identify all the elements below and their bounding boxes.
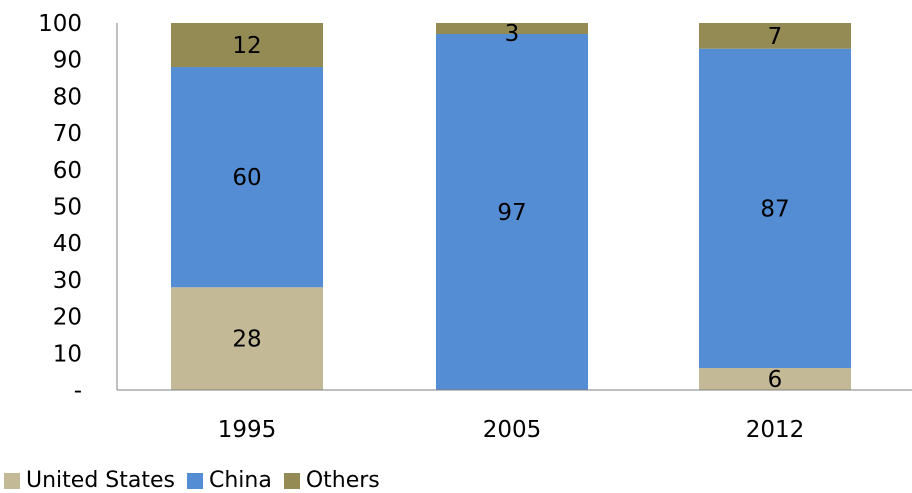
y-tick-label-5: 50 bbox=[53, 195, 82, 221]
x-tick-label-2005: 2005 bbox=[483, 417, 542, 443]
y-tick-label-0: - bbox=[74, 378, 82, 404]
bar-united-states-2012 bbox=[699, 367, 851, 390]
y-tick-label-7: 70 bbox=[53, 121, 82, 147]
data-label-united-states-2012: 6 bbox=[768, 367, 783, 393]
legend: United States China Others bbox=[4, 468, 392, 493]
y-tick-label-4: 40 bbox=[53, 231, 82, 257]
data-label-others-2012: 7 bbox=[768, 24, 783, 50]
legend-swatch-china bbox=[186, 472, 203, 489]
y-tick-label-3: 30 bbox=[53, 268, 82, 294]
y-tick-label-9: 90 bbox=[53, 48, 82, 74]
legend-swatch-others bbox=[283, 472, 300, 489]
legend-swatch-united-states bbox=[4, 472, 20, 489]
y-tick-label-6: 60 bbox=[53, 158, 82, 184]
y-tick-label-10: 100 bbox=[38, 11, 82, 37]
data-label-others-2005: 3 bbox=[505, 21, 520, 47]
data-label-china-1995: 60 bbox=[232, 165, 261, 191]
data-label-china-2005: 97 bbox=[497, 200, 526, 226]
bar-united-states-1995 bbox=[171, 287, 323, 390]
bar-china-2005 bbox=[436, 34, 588, 390]
y-tick-label-8: 80 bbox=[53, 84, 82, 110]
legend-label-united-states: United States bbox=[26, 468, 175, 493]
legend-label-china: China bbox=[208, 468, 272, 493]
data-label-china-2012: 87 bbox=[760, 196, 789, 222]
bar-china-2012 bbox=[699, 48, 851, 368]
legend-label-others: Others bbox=[305, 468, 380, 493]
data-label-others-1995: 12 bbox=[232, 33, 261, 59]
legend-item-united-states: United States bbox=[4, 468, 175, 493]
bar-others-1995 bbox=[171, 23, 323, 68]
y-tick-label-2: 20 bbox=[53, 305, 82, 331]
x-tick-label-2012: 2012 bbox=[746, 417, 805, 443]
bar-china-1995 bbox=[171, 67, 323, 288]
legend-item-china: China bbox=[186, 468, 272, 493]
bar-others-2005 bbox=[436, 23, 588, 35]
bar-others-2012 bbox=[699, 23, 851, 49]
legend-item-others: Others bbox=[283, 468, 380, 493]
data-label-united-states-1995: 28 bbox=[232, 327, 261, 353]
y-tick-label-1: 10 bbox=[53, 341, 82, 367]
x-tick-label-1995: 1995 bbox=[218, 417, 277, 443]
